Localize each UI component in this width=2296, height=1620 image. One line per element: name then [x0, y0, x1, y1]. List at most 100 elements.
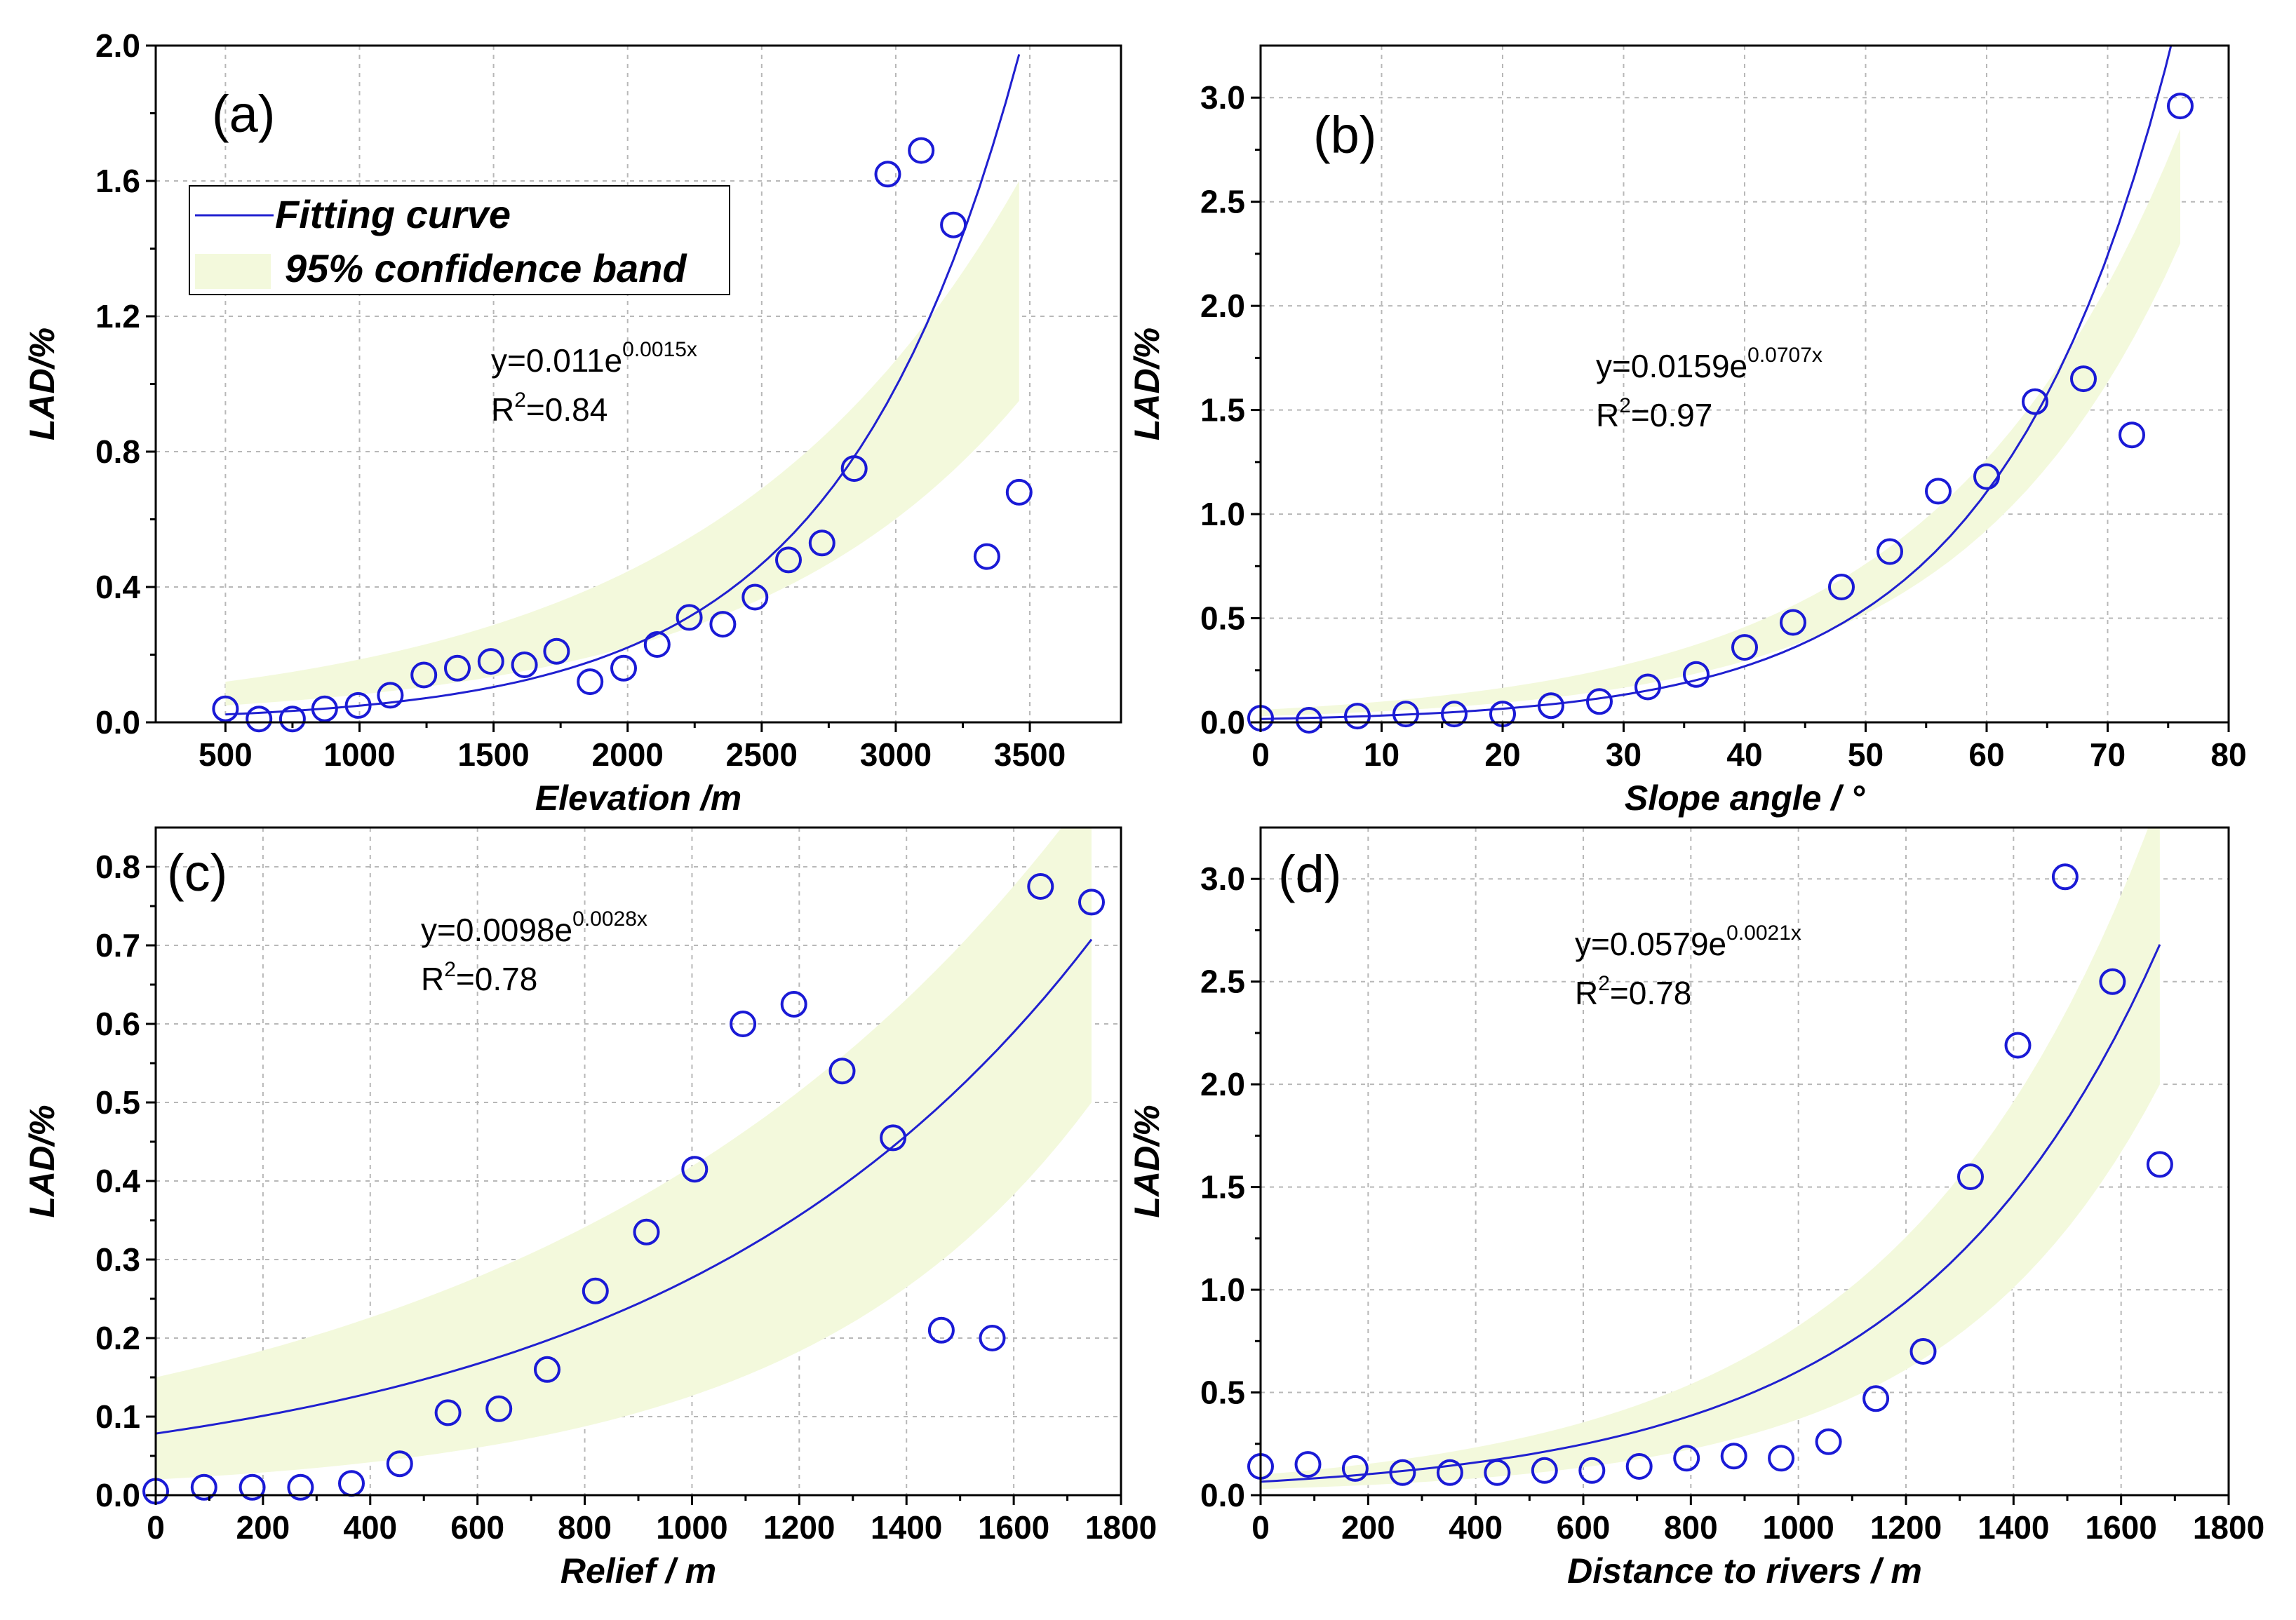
- fitting-curve: [156, 938, 1093, 1435]
- data-point: [840, 455, 868, 482]
- data-point: [287, 1473, 314, 1501]
- y-tick-label: 3.0: [1200, 860, 1245, 897]
- data-point: [1720, 1443, 1747, 1470]
- data-point: [1909, 1338, 1937, 1365]
- chart-panel-2: 0 10 20 30 40 50 60 70 80 0.0 0.5 1.0 1.5 2.0 2.5 3.0 Sl…: [1127, 44, 2247, 818]
- data-point: [1341, 1454, 1369, 1482]
- data-point: [1586, 688, 1613, 715]
- data-point: [709, 611, 737, 638]
- confidence-band: [1261, 828, 2160, 1490]
- x-tick-label: 0: [147, 1509, 165, 1546]
- y-tick-label: 2.5: [1200, 964, 1245, 1000]
- y-tick-label: 0.5: [1200, 1375, 1245, 1411]
- y-tick-label: 0.0: [95, 1477, 140, 1513]
- x-tick-label: 2500: [726, 736, 798, 773]
- data-point: [2051, 863, 2079, 891]
- data-point: [2070, 365, 2097, 393]
- x-tick-label: 400: [1449, 1509, 1503, 1546]
- ticks: 500 1000 1500 2000 2500 3000 3500 0.0 0.4 0.8 1.2 1…: [95, 27, 1066, 773]
- panel-label: (c): [167, 844, 227, 902]
- y-tick-label: 2.0: [1200, 288, 1245, 324]
- data-point: [212, 695, 239, 722]
- data-point: [1531, 1457, 1558, 1484]
- x-tick-label: 30: [1606, 736, 1642, 773]
- data-point: [676, 604, 703, 631]
- x-tick-label: 10: [1364, 736, 1399, 773]
- legend-box: [189, 185, 730, 295]
- y-tick-label: 0.0: [1200, 704, 1245, 741]
- x-axis-title: Slope angle / °: [1625, 778, 1865, 818]
- x-tick-label: 60: [1968, 736, 2004, 773]
- panels: 500 1000 1500 2000 2500 3000 35000.00.40.81.21…: [22, 27, 2264, 1591]
- data-point: [534, 1356, 560, 1383]
- x-tick-label: 1000: [1762, 1509, 1834, 1546]
- data-point: [2099, 968, 2126, 995]
- x-tick-label: 1500: [457, 736, 529, 773]
- data-point: [1768, 1445, 1795, 1472]
- fit-equation: y=0.0159e0.0707x: [1596, 344, 1822, 384]
- y-tick-label: 0.6: [95, 1006, 140, 1042]
- y-tick-label: 0.8: [95, 849, 140, 885]
- x-tick-label: 2000: [592, 736, 664, 773]
- data-point: [780, 991, 807, 1018]
- data-point: [1078, 889, 1105, 916]
- r-squared: R2=0.78: [1575, 972, 1691, 1011]
- fit-equation: y=0.011e0.0015x: [491, 338, 697, 379]
- data-point: [410, 661, 438, 689]
- data-point: [1392, 701, 1419, 728]
- data-point: [940, 211, 967, 238]
- x-tick-label: 50: [1848, 736, 1884, 773]
- chart-panel-3: 0 200 400 600 800 1000 1200 1400 1600 1800 0.0 0.1 0…: [22, 826, 1157, 1591]
- ticks: 0 200 400 600 800 1000 1200 1400 1600 1800 0.0 0.1 0…: [95, 849, 1157, 1546]
- data-point: [377, 682, 404, 709]
- data-point: [485, 1395, 513, 1422]
- r-squared: R2=0.78: [421, 958, 537, 997]
- data-point: [2146, 1151, 2173, 1178]
- data-point: [1538, 692, 1564, 720]
- x-tick-label: 1400: [1978, 1509, 2049, 1546]
- panel-label: (b): [1313, 106, 1376, 164]
- y-tick-label: 1.0: [1200, 496, 1245, 532]
- data-point: [1578, 1457, 1606, 1484]
- panel-label: (a): [212, 85, 275, 143]
- confidence-band: [225, 181, 1019, 706]
- x-axis-title: Relief / m: [560, 1551, 716, 1591]
- y-axis-title: LAD/%: [1127, 1105, 1167, 1217]
- x-axis-title: Distance to rivers / m: [1567, 1551, 1922, 1591]
- y-tick-label: 0.1: [95, 1398, 140, 1435]
- data-point: [477, 648, 504, 675]
- data-point: [1957, 1163, 1984, 1190]
- x-tick-label: 1200: [763, 1509, 835, 1546]
- x-tick-label: 3000: [860, 736, 932, 773]
- y-tick-label: 0.3: [95, 1241, 140, 1278]
- data-point: [874, 161, 901, 188]
- data-point: [190, 1473, 217, 1501]
- data-point: [511, 652, 538, 678]
- fitting-curve: [225, 54, 1021, 716]
- x-tick-label: 500: [199, 736, 253, 773]
- data-point: [1484, 1459, 1511, 1486]
- x-tick-label: 200: [236, 1509, 290, 1546]
- x-tick-label: 1000: [656, 1509, 727, 1546]
- y-tick-label: 0.7: [95, 927, 140, 964]
- fitting-curve: [1261, 944, 2161, 1483]
- y-tick-label: 2.0: [95, 27, 140, 64]
- x-tick-label: 40: [1726, 736, 1762, 773]
- y-axis-title: LAD/%: [22, 1105, 62, 1217]
- r-squared: R2=0.97: [1596, 394, 1712, 433]
- x-tick-label: 1200: [1870, 1509, 1942, 1546]
- data-point: [239, 1473, 266, 1501]
- ticks: 0 200 400 600 800 1000 1200 1400 1600 1800 0.0 0.5 1…: [1200, 860, 2264, 1546]
- y-tick-label: 0.8: [95, 433, 140, 470]
- legend-fit-label: Fitting curve: [275, 192, 511, 236]
- ticks: 0 10 20 30 40 50 60 70 80 0.0 0.5 1.0 1.5 2.0 2.5 3.0: [1200, 79, 2247, 773]
- legend-band-swatch: [195, 254, 271, 289]
- confidence-band: [156, 828, 1092, 1480]
- y-tick-label: 1.2: [95, 298, 140, 335]
- data-point: [1780, 609, 1806, 636]
- x-tick-label: 0: [1251, 1509, 1270, 1546]
- y-tick-label: 3.0: [1200, 79, 1245, 116]
- y-tick-label: 0.2: [95, 1320, 140, 1356]
- data-point: [1436, 1459, 1463, 1486]
